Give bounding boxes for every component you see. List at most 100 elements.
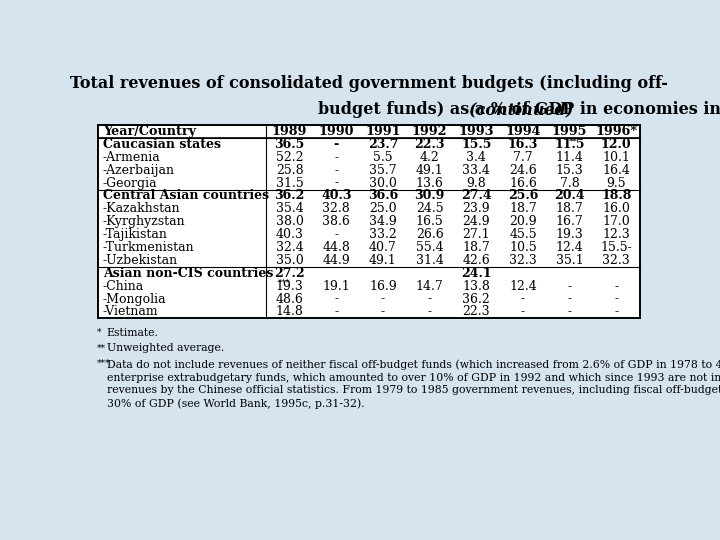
- Text: -: -: [428, 293, 432, 306]
- Text: 16.4: 16.4: [603, 164, 630, 177]
- Text: 30.0: 30.0: [369, 177, 397, 190]
- Text: 22.3: 22.3: [462, 306, 490, 319]
- Text: Estimate.: Estimate.: [107, 328, 158, 338]
- Text: 18.8: 18.8: [601, 190, 631, 202]
- Text: 24.9: 24.9: [462, 215, 490, 228]
- Text: -: -: [614, 306, 618, 319]
- Text: -: -: [567, 293, 572, 306]
- Text: Unweighted average.: Unweighted average.: [107, 343, 224, 353]
- Text: 33.4: 33.4: [462, 164, 490, 177]
- Text: 26.6: 26.6: [415, 228, 444, 241]
- Text: 7.7: 7.7: [513, 151, 533, 164]
- Text: 19.3: 19.3: [556, 228, 583, 241]
- Text: 14.7: 14.7: [415, 280, 444, 293]
- Text: 35.0: 35.0: [276, 254, 303, 267]
- Text: 17.0: 17.0: [603, 215, 630, 228]
- Text: 36.2: 36.2: [274, 190, 305, 202]
- Text: -: -: [334, 306, 338, 319]
- Text: -: -: [334, 164, 338, 177]
- Text: 23.9: 23.9: [462, 202, 490, 215]
- Text: 18.7: 18.7: [509, 202, 537, 215]
- Text: 7.8: 7.8: [559, 177, 580, 190]
- Text: -: -: [334, 151, 338, 164]
- Text: 49.1: 49.1: [415, 164, 444, 177]
- Text: 32.4: 32.4: [276, 241, 303, 254]
- Text: 32.8: 32.8: [323, 202, 350, 215]
- Text: 15.3: 15.3: [556, 164, 583, 177]
- Text: -: -: [381, 306, 385, 319]
- Text: -: -: [614, 280, 618, 293]
- Text: 11.5: 11.5: [554, 138, 585, 151]
- Text: 1990: 1990: [318, 125, 354, 138]
- Text: 20.4: 20.4: [554, 190, 585, 202]
- Text: -Azerbaijan: -Azerbaijan: [103, 164, 175, 177]
- Text: 12.0: 12.0: [601, 138, 631, 151]
- Text: 30.9: 30.9: [415, 190, 445, 202]
- Text: -Georgia: -Georgia: [103, 177, 158, 190]
- Text: 1993: 1993: [459, 125, 494, 138]
- Text: -Armenia: -Armenia: [103, 151, 161, 164]
- Text: 13.8: 13.8: [462, 280, 490, 293]
- Text: **: **: [569, 137, 577, 145]
- Text: Central Asian countries: Central Asian countries: [103, 190, 269, 202]
- Text: ***: ***: [97, 359, 111, 368]
- Text: 12.4: 12.4: [556, 241, 583, 254]
- Text: 25.8: 25.8: [276, 164, 303, 177]
- Text: -: -: [567, 280, 572, 293]
- Text: 44.8: 44.8: [323, 241, 350, 254]
- Text: 27.4: 27.4: [461, 190, 492, 202]
- Text: 34.9: 34.9: [369, 215, 397, 228]
- Text: 49.1: 49.1: [369, 254, 397, 267]
- Text: 20.9: 20.9: [509, 215, 537, 228]
- Text: 38.6: 38.6: [323, 215, 350, 228]
- Text: Total revenues of consolidated government budgets (including off-: Total revenues of consolidated governmen…: [70, 75, 668, 92]
- Text: 5.5: 5.5: [373, 151, 392, 164]
- Text: 1991: 1991: [365, 125, 401, 138]
- Text: 32.3: 32.3: [603, 254, 630, 267]
- Text: -: -: [381, 293, 385, 306]
- Text: 31.5: 31.5: [276, 177, 303, 190]
- Text: -: -: [521, 293, 525, 306]
- Text: 1996*: 1996*: [595, 125, 637, 138]
- Text: -: -: [334, 177, 338, 190]
- Text: **: **: [97, 343, 107, 353]
- Text: -Kazakhstan: -Kazakhstan: [103, 202, 181, 215]
- FancyBboxPatch shape: [99, 125, 639, 319]
- Text: 45.5: 45.5: [509, 228, 537, 241]
- Text: -: -: [521, 306, 525, 319]
- Text: -: -: [334, 228, 338, 241]
- Text: 1992: 1992: [412, 125, 447, 138]
- Text: 16.9: 16.9: [369, 280, 397, 293]
- Text: 27.1: 27.1: [462, 228, 490, 241]
- Text: Data do not include revenues of neither fiscal off-budget funds (which increased: Data do not include revenues of neither …: [107, 359, 720, 409]
- Text: -: -: [334, 293, 338, 306]
- Text: 22.3: 22.3: [415, 138, 445, 151]
- Text: 14.8: 14.8: [276, 306, 304, 319]
- Text: 23.7: 23.7: [368, 138, 398, 151]
- Text: 1994: 1994: [505, 125, 541, 138]
- Text: Asian non-CIS countries: Asian non-CIS countries: [103, 267, 273, 280]
- Text: 42.6: 42.6: [462, 254, 490, 267]
- Text: (continued): (continued): [468, 101, 574, 118]
- Text: 11.4: 11.4: [556, 151, 584, 164]
- Text: 36.2: 36.2: [462, 293, 490, 306]
- Text: 25.0: 25.0: [369, 202, 397, 215]
- Text: -Kyrghyzstan: -Kyrghyzstan: [103, 215, 186, 228]
- Text: 40.3: 40.3: [321, 190, 351, 202]
- Text: 18.7: 18.7: [462, 241, 490, 254]
- Text: 16.3: 16.3: [508, 138, 538, 151]
- Text: 10.1: 10.1: [603, 151, 630, 164]
- Text: 38.0: 38.0: [276, 215, 304, 228]
- Text: 19.3: 19.3: [276, 280, 303, 293]
- Text: 24.1: 24.1: [461, 267, 492, 280]
- Text: -: -: [614, 293, 618, 306]
- Text: 15.5: 15.5: [461, 138, 492, 151]
- Text: -: -: [333, 138, 339, 151]
- Text: ***: ***: [278, 279, 290, 287]
- Text: -Vietnam: -Vietnam: [103, 306, 158, 319]
- Text: 44.9: 44.9: [323, 254, 350, 267]
- Text: Year/Country: Year/Country: [103, 125, 196, 138]
- Text: 9.5: 9.5: [606, 177, 626, 190]
- Text: 40.3: 40.3: [276, 228, 304, 241]
- Text: 16.0: 16.0: [603, 202, 630, 215]
